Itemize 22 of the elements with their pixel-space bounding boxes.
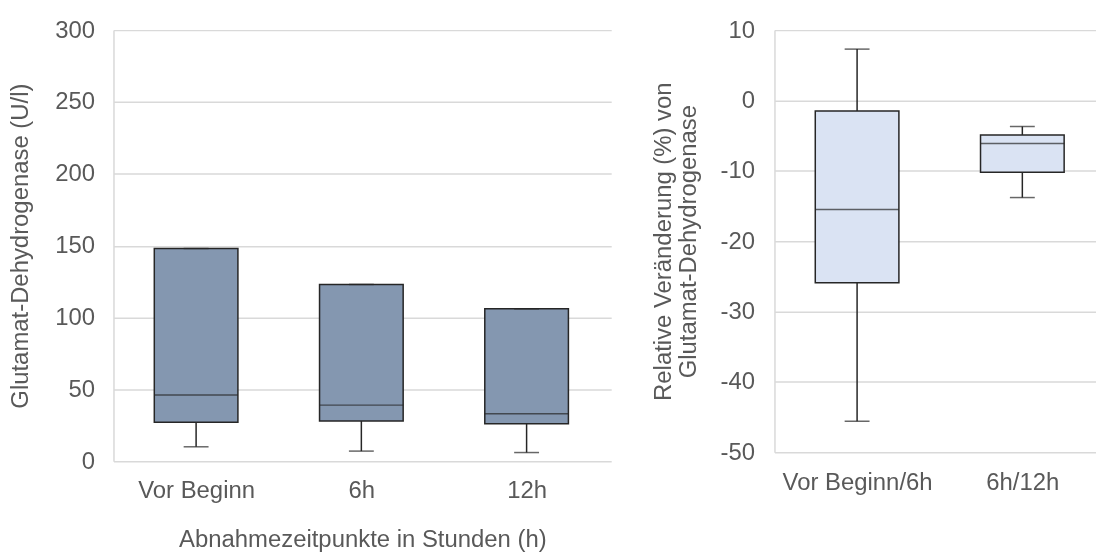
x-tick-label: Vor Beginn/6h [782, 467, 933, 495]
y-axis-title: Glutamat-Dehydrogenase (U/l) [6, 83, 34, 409]
y-tick-label: 0 [81, 446, 96, 474]
x-axis-title: Abnahmezeitpunkte in Stunden (h) [179, 525, 547, 552]
y-tick-label: 0 [741, 85, 756, 113]
y-tick-label: -50 [720, 437, 756, 465]
x-tick-label: 12h [507, 476, 548, 504]
y-axis-title: Relative Veränderung (%) von Glutamat-Dehydrogenase [648, 82, 701, 401]
y-tick-label: 250 [55, 87, 96, 115]
y-tick-label: 100 [55, 302, 96, 330]
y-tick-label: 200 [55, 159, 96, 187]
y-tick-label: 50 [68, 374, 96, 402]
x-tick-label: 6h/12h [986, 467, 1060, 495]
y-tick-label: 150 [55, 231, 96, 259]
y-tick-label: -30 [720, 296, 756, 324]
y-tick-label: -10 [720, 156, 756, 184]
x-tick-label: Vor Beginn [138, 476, 256, 504]
y-tick-label: 10 [728, 15, 756, 43]
y-tick-label: 300 [55, 15, 96, 43]
y-tick-label: -40 [720, 367, 756, 395]
x-tick-label: 6h [348, 476, 376, 504]
y-tick-label: -20 [720, 226, 756, 254]
